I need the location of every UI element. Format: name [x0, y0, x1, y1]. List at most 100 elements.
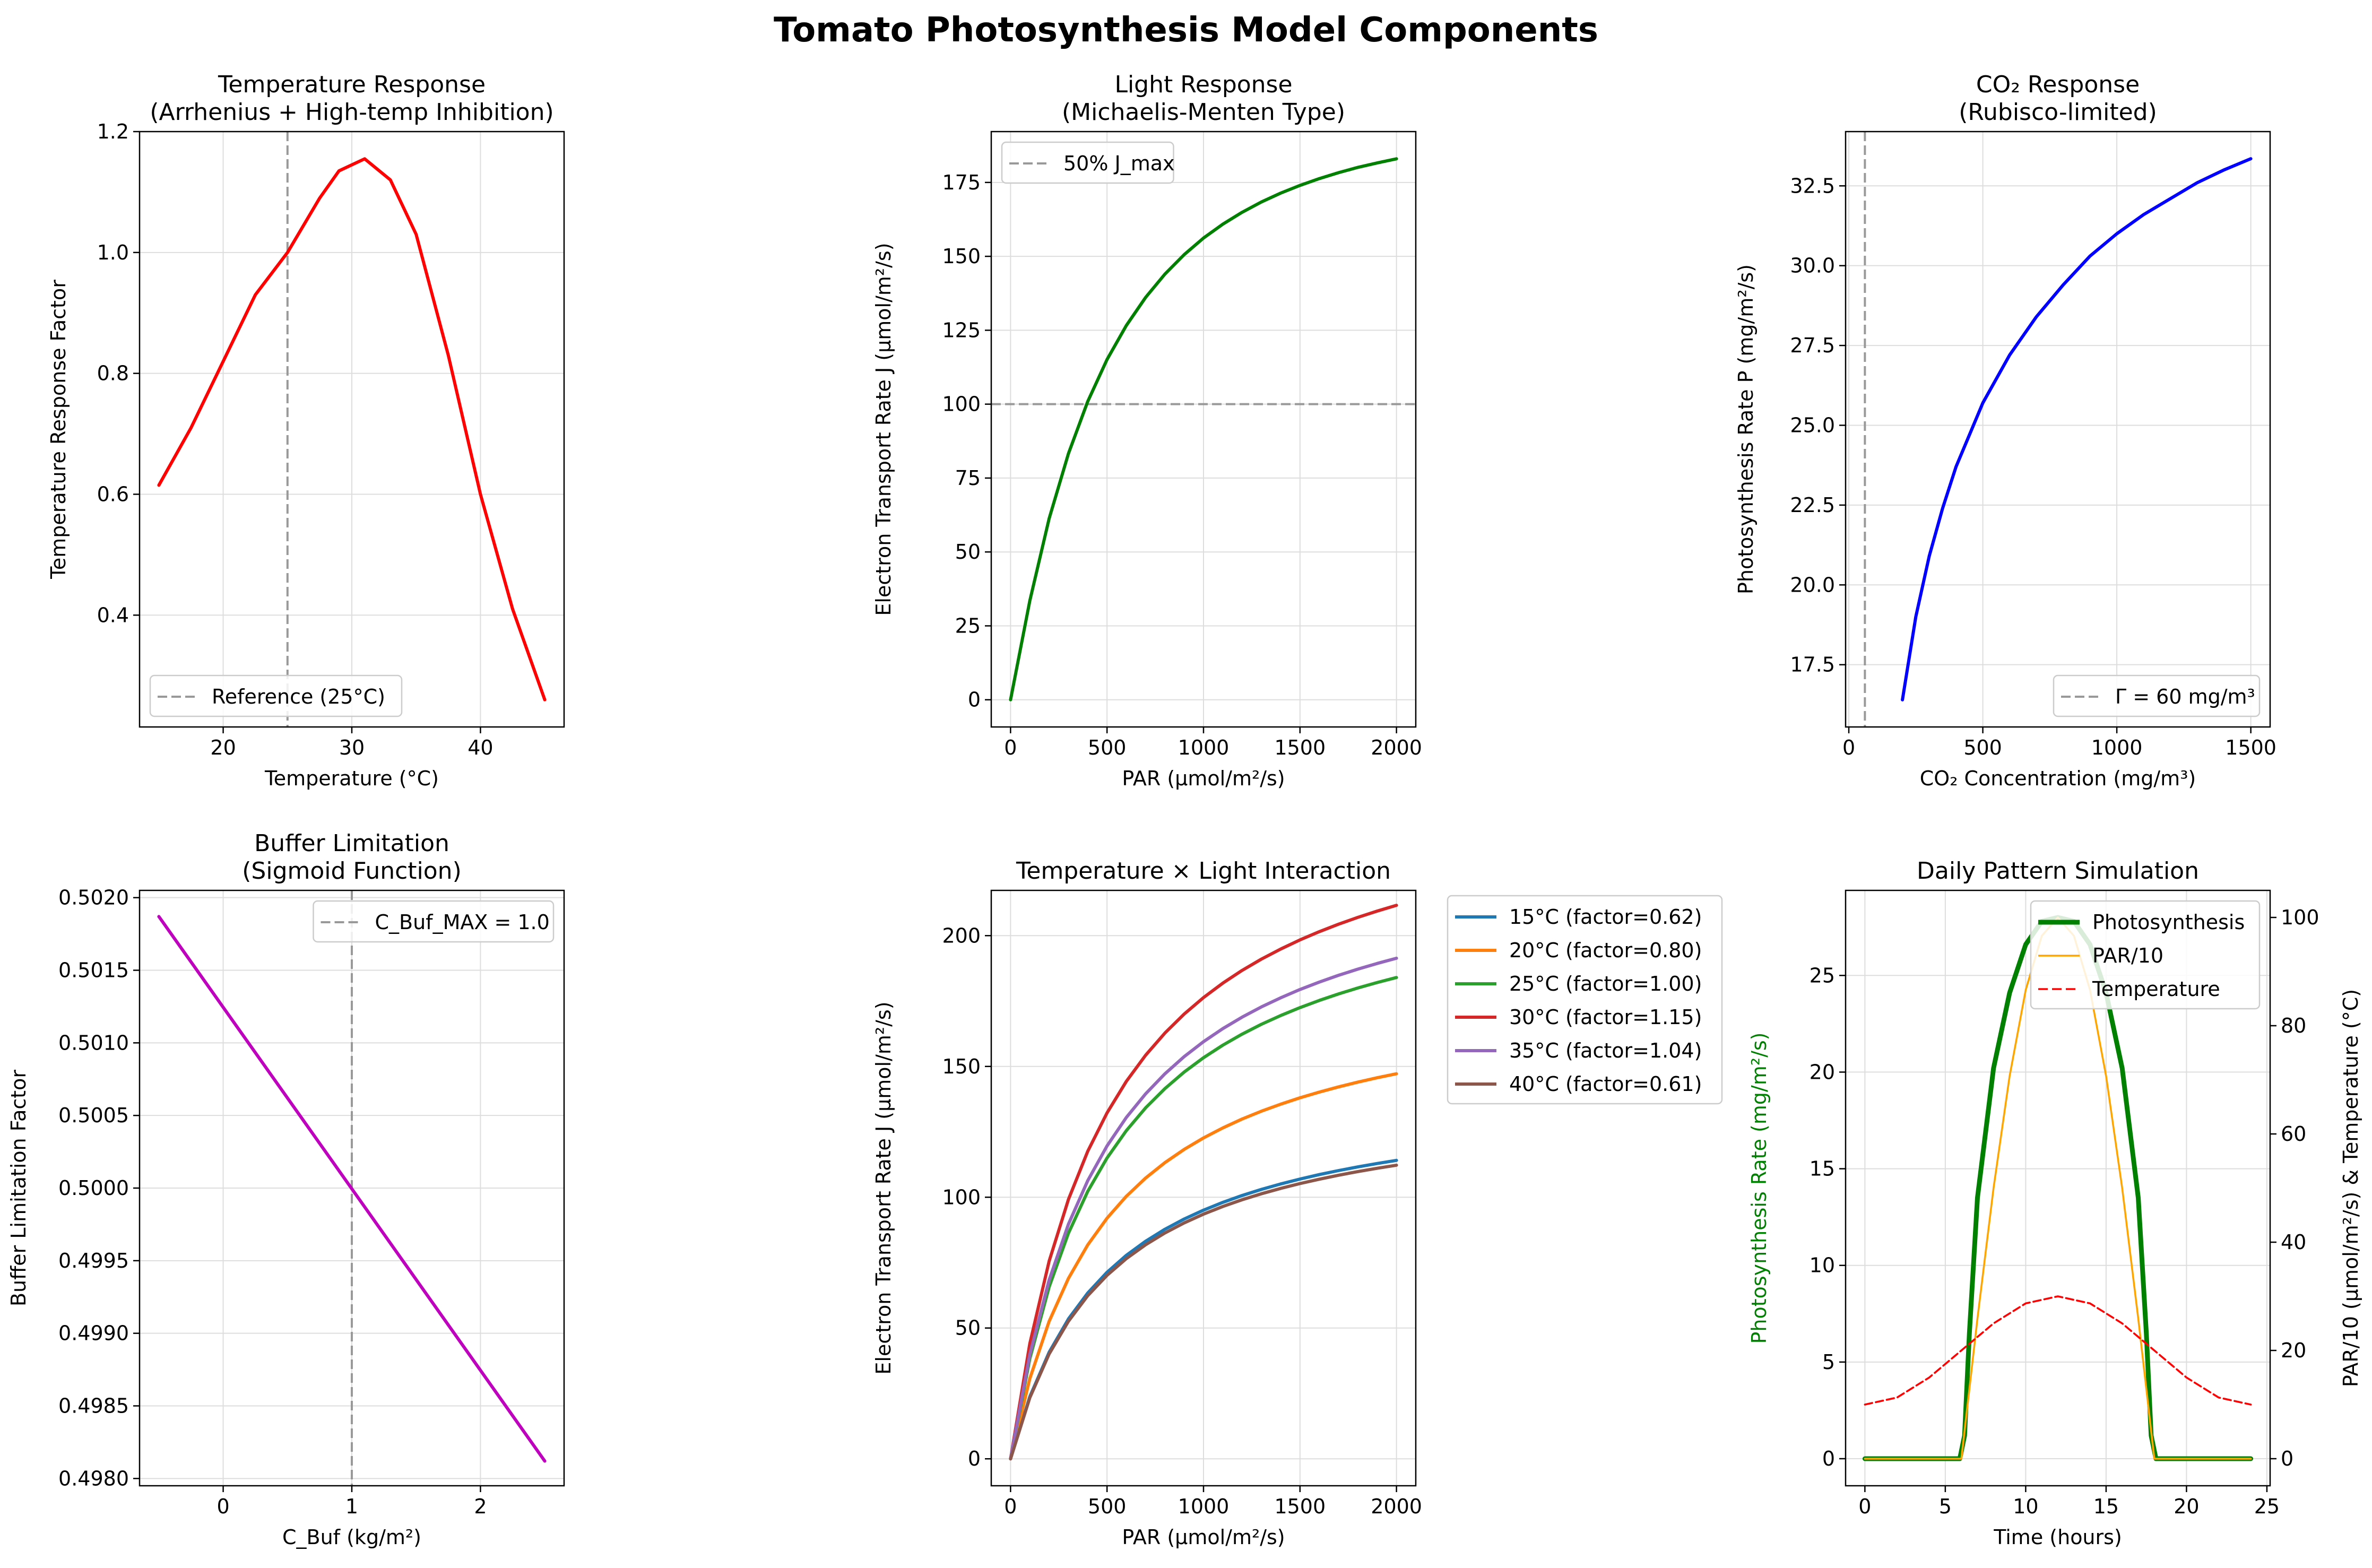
y-tick-label: 0.4990: [58, 1322, 129, 1345]
plot-area: [1009, 904, 1398, 1461]
series-line-0: [157, 157, 547, 701]
series-line-0: [157, 915, 547, 1463]
legend-frame: [313, 900, 555, 943]
x-tick-label: 15: [2093, 1495, 2119, 1518]
y-tick-label: 1.0: [97, 241, 129, 264]
legend-label: Reference (25°C): [212, 685, 385, 708]
y2-tick-label: 100: [2281, 906, 2319, 929]
y-axis-label: Photosynthesis Rate (mg/m²/s): [1747, 1032, 1771, 1344]
y-tick-label: 22.5: [1790, 493, 1835, 517]
y2-tick-label: 40: [2281, 1231, 2306, 1254]
y-tick-label: 15: [1810, 1157, 1835, 1181]
y-tick-label: 0.4: [97, 603, 129, 627]
legend: Reference (25°C): [149, 674, 403, 717]
chart-title: (Sigmoid Function): [242, 857, 462, 885]
x-tick-label: 500: [1088, 736, 1127, 759]
plot-area: [1901, 157, 2253, 701]
x-tick-label: 500: [1088, 1495, 1127, 1518]
y2-axis-label: PAR/10 (μmol/m²/s) & Temperature (°C): [2339, 989, 2362, 1387]
x-tick-label: 1500: [1274, 1495, 1326, 1518]
y-axis-label: Electron Transport Rate J (μmol/m²/s): [872, 242, 895, 616]
x-tick-label: 1000: [1178, 1495, 1230, 1518]
y-tick-label: 25: [955, 614, 981, 637]
y-tick-label: 25.0: [1790, 413, 1835, 437]
y-tick-label: 0.8: [97, 362, 129, 385]
legend-label: PAR/10: [2092, 944, 2163, 967]
x-tick-label: 2: [474, 1495, 487, 1518]
x-tick-label: 40: [468, 736, 493, 759]
legend: 50% J_max: [1001, 141, 1175, 184]
y-tick-label: 125: [942, 318, 981, 342]
y-axis-label: Electron Transport Rate J (μmol/m²/s): [872, 1001, 895, 1374]
y-tick-label: 0.6: [97, 482, 129, 506]
plot-area: [157, 915, 547, 1463]
legend-label: 50% J_max: [1063, 152, 1175, 175]
y-tick-label: 150: [942, 1055, 981, 1078]
chart-temp: Temperature Response(Arrhenius + High-te…: [47, 71, 565, 790]
grid: [991, 890, 1416, 1486]
legend: Γ = 60 mg/m³: [2053, 674, 2261, 717]
x-tick-label: 1000: [1178, 736, 1230, 759]
legend-frame: [2053, 674, 2261, 717]
legend-frame: [1447, 895, 1723, 1105]
x-tick-label: 25: [2254, 1495, 2280, 1518]
series-line-temperature: [1864, 1295, 2252, 1406]
y-tick-label: 0.5015: [58, 959, 129, 982]
x-tick-label: 0: [1858, 1495, 1871, 1518]
chart-title: Buffer Limitation: [254, 830, 449, 857]
y-tick-label: 0.5010: [58, 1031, 129, 1054]
x-tick-label: 2000: [1371, 736, 1422, 759]
y-tick-label: 10: [1810, 1254, 1835, 1277]
legend-label: C_Buf_MAX = 1.0: [375, 911, 550, 934]
x-tick-label: 1000: [2091, 736, 2143, 759]
chart-title: Daily Pattern Simulation: [1917, 857, 2199, 885]
legend-label: 25°C (factor=1.00): [1509, 972, 1702, 995]
y-tick-label: 100: [942, 1185, 981, 1209]
x-tick-label: 5: [1939, 1495, 1952, 1518]
series-line-30-c-factor-1-15-: [1009, 904, 1398, 1461]
y-tick-label: 50: [955, 1316, 981, 1340]
y-tick-label: 75: [955, 466, 981, 490]
x-tick-label: 20: [210, 736, 236, 759]
y-tick-label: 1.2: [97, 120, 129, 143]
grid: [140, 131, 564, 727]
legend-label: 15°C (factor=0.62): [1509, 905, 1702, 929]
x-tick-label: 30: [339, 736, 365, 759]
y-tick-label: 50: [955, 540, 981, 564]
x-tick-label: 1: [345, 1495, 358, 1518]
y2-tick-label: 60: [2281, 1122, 2306, 1146]
x-tick-label: 1500: [1274, 736, 1326, 759]
x-tick-label: 0: [1842, 736, 1855, 759]
legend: C_Buf_MAX = 1.0: [313, 900, 555, 943]
y-tick-label: 0: [968, 688, 981, 712]
axes-frame: [1845, 889, 2271, 1487]
legend-label: 40°C (factor=0.61): [1509, 1072, 1702, 1096]
x-axis-label: CO₂ Concentration (mg/m³): [1920, 767, 2196, 790]
x-tick-label: 10: [2013, 1495, 2038, 1518]
y-tick-label: 0: [968, 1447, 981, 1470]
chart-buffer: Buffer Limitation(Sigmoid Function) 0 1 2 0.…: [7, 830, 565, 1549]
y-tick-label: 0: [1822, 1447, 1835, 1470]
y-axis-label: Buffer Limitation Factor: [7, 1070, 30, 1306]
y-tick-label: 100: [942, 393, 981, 416]
x-axis-label: Time (hours): [1993, 1526, 2122, 1549]
y2-tick-label: 80: [2281, 1014, 2306, 1037]
x-tick-label: 0: [1004, 736, 1017, 759]
x-axis-label: C_Buf (kg/m²): [282, 1526, 421, 1549]
y-tick-label: 32.5: [1790, 174, 1835, 197]
y-tick-label: 200: [942, 924, 981, 947]
chart-title: Temperature × Light Interaction: [1016, 857, 1391, 885]
axes-frame: [1845, 131, 2271, 728]
legend-frame: [1001, 141, 1174, 184]
series-line-25-c-factor-1-00-: [1009, 976, 1398, 1461]
x-axis-label: PAR (μmol/m²/s): [1122, 767, 1285, 790]
plot-area: [157, 157, 547, 701]
series-line-40-c-factor-0-61-: [1009, 1163, 1398, 1461]
series-line-35-c-factor-1-04-: [1009, 956, 1398, 1461]
x-tick-label: 0: [1004, 1495, 1017, 1518]
x-tick-label: 20: [2174, 1495, 2199, 1518]
legend-label: Temperature: [2092, 977, 2220, 1001]
chart-title: Light Response: [1114, 71, 1292, 98]
y-tick-label: 25: [1810, 964, 1835, 987]
